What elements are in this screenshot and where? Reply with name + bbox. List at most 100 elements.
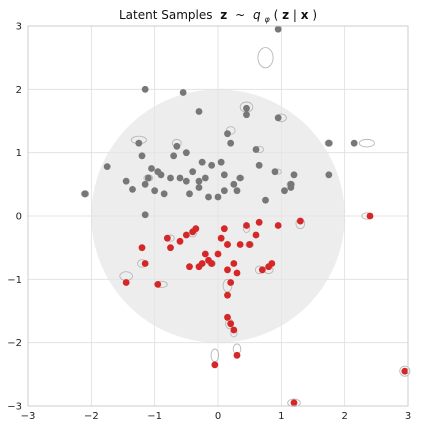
title-symbol-phi: φ — [264, 15, 270, 24]
sample-point-gray — [201, 174, 209, 182]
sample-point-gray — [186, 190, 193, 198]
sample-point-gray — [195, 108, 203, 115]
x-tick-label: 1 — [278, 411, 284, 422]
sample-point-gray — [220, 171, 228, 179]
sample-point-red — [258, 266, 266, 274]
sample-point-gray — [151, 187, 159, 195]
sample-point-red — [252, 231, 260, 239]
title-symbol-tilde: ~ — [235, 8, 245, 22]
sample-point-gray — [217, 158, 225, 166]
sample-point-gray — [236, 174, 244, 182]
sample-point-gray — [195, 184, 203, 191]
x-tick-label: −3 — [21, 411, 36, 422]
sample-point-red — [224, 291, 231, 299]
sample-point-red — [290, 399, 298, 407]
sample-point-red — [217, 234, 225, 242]
sample-point-red — [163, 234, 171, 242]
sample-point-gray — [135, 139, 143, 147]
sample-point-gray — [160, 190, 168, 198]
y-tick-label: 1 — [16, 148, 22, 159]
sample-point-red — [192, 225, 200, 233]
chart-title: Latent Samples z ~ q φ ( z | x ) — [119, 8, 317, 25]
y-tick-labels: −3 −2 −1 0 1 2 3 — [7, 22, 22, 413]
sample-point-gray — [195, 177, 203, 185]
sample-point-red — [230, 326, 238, 334]
sample-point-red — [182, 231, 190, 239]
x-tick-label: −1 — [147, 411, 162, 422]
sample-point-gray — [262, 196, 269, 204]
sample-point-gray — [81, 190, 89, 198]
sample-point-gray — [252, 146, 260, 153]
sample-point-red — [227, 320, 235, 328]
sample-point-red — [255, 218, 263, 226]
sample-point-red — [274, 222, 282, 229]
sample-point-red — [246, 241, 254, 248]
title-paren-open: ( — [274, 8, 279, 22]
y-tick-label: −3 — [7, 402, 22, 413]
sample-point-gray — [129, 186, 136, 193]
x-tick-label: 2 — [341, 411, 347, 422]
sample-point-red — [227, 279, 235, 286]
sample-point-gray — [271, 168, 279, 176]
sample-point-gray — [208, 161, 216, 169]
sample-point-gray — [224, 130, 231, 138]
sample-point-gray — [274, 25, 282, 33]
prior-circle — [91, 89, 345, 343]
title-symbol-x: x — [301, 8, 309, 22]
sample-point-red — [201, 250, 209, 258]
sample-point-gray — [179, 89, 187, 96]
x-tick-label: −2 — [84, 411, 99, 422]
sample-point-gray — [122, 177, 130, 185]
sample-point-gray — [176, 174, 184, 182]
sample-point-red — [208, 260, 216, 267]
sample-point-gray — [141, 211, 149, 219]
sample-point-red — [138, 244, 146, 252]
sample-point-gray — [255, 161, 263, 169]
sample-point-red — [224, 313, 231, 321]
x-tick-label: 3 — [405, 411, 411, 422]
sample-point-red — [224, 266, 231, 274]
sample-point-gray — [227, 139, 235, 147]
sample-point-red — [233, 269, 241, 277]
sample-point-gray — [274, 114, 282, 122]
sample-point-gray — [148, 165, 155, 172]
y-tick-label: 3 — [16, 22, 22, 33]
sample-point-red — [211, 361, 219, 369]
sample-point-red — [198, 260, 206, 267]
sample-point-gray — [214, 193, 222, 201]
posterior-ellipse — [257, 47, 274, 69]
sample-point-red — [186, 263, 193, 271]
sample-point-red — [220, 225, 228, 233]
x-tick-labels: −3 −2 −1 0 1 2 3 — [21, 411, 412, 422]
sample-point-red — [268, 260, 276, 267]
sample-point-gray — [243, 104, 250, 112]
sample-point-red — [167, 244, 174, 252]
sample-point-gray — [182, 177, 190, 185]
sample-point-red — [236, 241, 244, 248]
sample-points — [81, 25, 409, 407]
title-symbol-q: q — [253, 8, 261, 22]
sample-point-gray — [157, 171, 165, 179]
sample-point-gray — [281, 187, 288, 195]
x-tick-label: 0 — [215, 411, 221, 422]
sample-point-gray — [287, 184, 295, 191]
sample-point-gray — [103, 163, 111, 171]
sample-point-gray — [144, 174, 152, 182]
sample-point-red — [233, 351, 241, 359]
sample-point-gray — [230, 180, 238, 188]
y-tick-label: 0 — [16, 212, 22, 223]
sample-point-gray — [325, 171, 333, 179]
posterior-ellipse — [358, 138, 375, 148]
sample-point-red — [154, 281, 162, 288]
sample-point-gray — [141, 85, 149, 93]
title-symbol-z2: z — [282, 8, 289, 22]
y-tick-label: 2 — [16, 85, 22, 96]
sample-point-red — [401, 367, 409, 375]
title-bar: | — [293, 8, 297, 22]
sample-point-gray — [325, 139, 333, 147]
title-paren-close: ) — [312, 8, 317, 22]
sample-point-gray — [141, 180, 149, 188]
sample-point-red — [296, 217, 304, 225]
sample-point-gray — [243, 111, 250, 119]
